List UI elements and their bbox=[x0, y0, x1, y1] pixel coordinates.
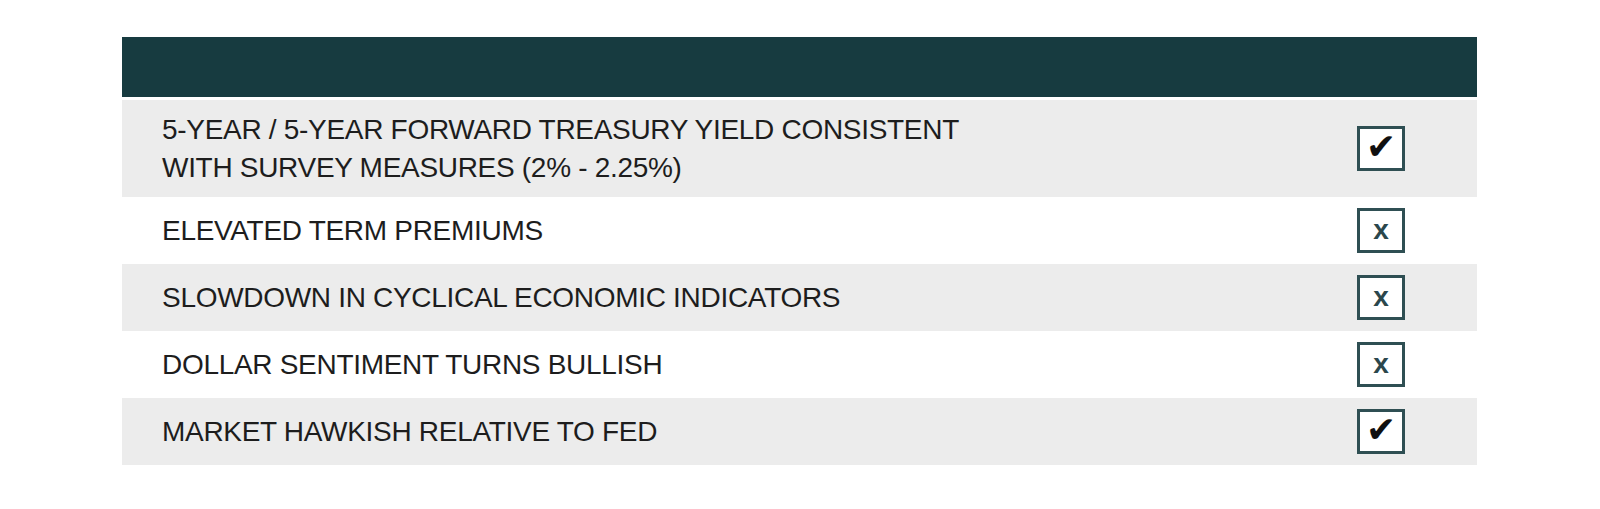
table-header-bar bbox=[122, 37, 1477, 97]
status-checkbox[interactable]: x bbox=[1357, 208, 1405, 253]
status-checkbox[interactable]: x bbox=[1357, 342, 1405, 387]
status-checkbox[interactable]: x bbox=[1357, 275, 1405, 320]
x-mark-icon: x bbox=[1373, 283, 1389, 311]
table-row: MARKET HAWKISH RELATIVE TO FED ✔ bbox=[122, 398, 1477, 465]
x-mark-icon: x bbox=[1373, 216, 1389, 244]
status-checkbox[interactable]: ✔ bbox=[1357, 409, 1405, 454]
status-checkbox[interactable]: ✔ bbox=[1357, 126, 1405, 171]
table-row: DOLLAR SENTIMENT TURNS BULLISH x bbox=[122, 331, 1477, 398]
page: 5-YEAR / 5-YEAR FORWARD TREASURY YIELD C… bbox=[0, 0, 1600, 509]
checklist-table: 5-YEAR / 5-YEAR FORWARD TREASURY YIELD C… bbox=[122, 37, 1477, 465]
row-label: DOLLAR SENTIMENT TURNS BULLISH bbox=[162, 346, 662, 384]
table-row: ELEVATED TERM PREMIUMS x bbox=[122, 197, 1477, 264]
x-mark-icon: x bbox=[1373, 350, 1389, 378]
row-label: MARKET HAWKISH RELATIVE TO FED bbox=[162, 413, 657, 451]
row-label: SLOWDOWN IN CYCLICAL ECONOMIC INDICATORS bbox=[162, 279, 840, 317]
table-row: SLOWDOWN IN CYCLICAL ECONOMIC INDICATORS… bbox=[122, 264, 1477, 331]
row-label: ELEVATED TERM PREMIUMS bbox=[162, 212, 543, 250]
table-row: 5-YEAR / 5-YEAR FORWARD TREASURY YIELD C… bbox=[122, 100, 1477, 197]
row-label: 5-YEAR / 5-YEAR FORWARD TREASURY YIELD C… bbox=[162, 111, 1007, 187]
check-mark-icon: ✔ bbox=[1366, 129, 1396, 165]
check-mark-icon: ✔ bbox=[1366, 412, 1396, 448]
